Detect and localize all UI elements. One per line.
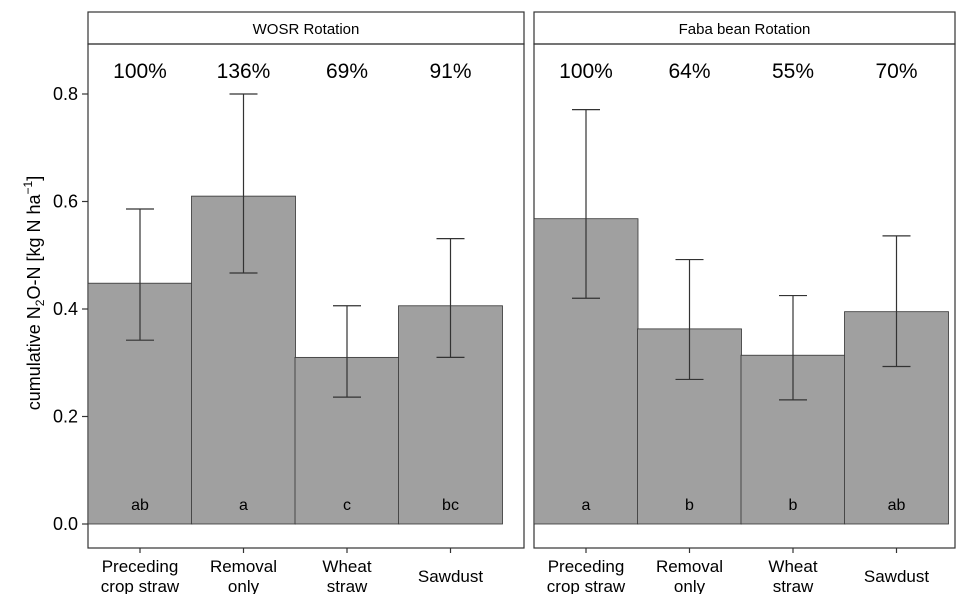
error-bar xyxy=(779,294,807,401)
percent-label: 91% xyxy=(429,60,471,83)
percent-label: 100% xyxy=(113,60,167,83)
error-bar xyxy=(126,208,154,341)
significance-letter: a xyxy=(582,497,591,514)
x-tick-label: Wheat straw xyxy=(322,557,371,594)
error-bar xyxy=(675,258,704,381)
error-bar xyxy=(333,305,361,398)
percent-label: 136% xyxy=(217,60,271,83)
y-tick-label-4: 0.8 xyxy=(53,84,78,104)
significance-letter: bc xyxy=(442,497,459,514)
error-bar xyxy=(882,235,911,368)
y-axis: 0.0 0.2 0.4 0.6 0.8 xyxy=(53,84,88,534)
significance-letter: ab xyxy=(131,497,149,514)
svg-text:cumulative N2O-N [kg N ha−1]: cumulative N2O-N [kg N ha−1] xyxy=(21,176,47,410)
x-tick-label: Removal only xyxy=(210,557,277,594)
significance-letter: b xyxy=(789,497,798,514)
error-bar xyxy=(229,93,258,274)
significance-letter: a xyxy=(239,497,248,514)
error-bar xyxy=(572,108,600,299)
percent-label: 64% xyxy=(668,60,710,83)
x-tick-label: Preceding crop straw xyxy=(101,557,180,594)
panel-title: Faba bean Rotation xyxy=(679,21,811,38)
significance-letter: b xyxy=(685,497,694,514)
panel-1: WOSR Rotation 100% ab Preceding crop straw 13… xyxy=(87,11,525,594)
panel-title: WOSR Rotation xyxy=(253,21,360,38)
x-tick-label: Sawdust xyxy=(864,567,929,586)
y-tick-label-2: 0.4 xyxy=(53,299,78,319)
x-tick-label: Wheat straw xyxy=(768,557,817,594)
percent-label: 69% xyxy=(326,60,368,83)
y-axis-label: cumulative N2O-N [kg N ha−1] xyxy=(21,176,47,410)
panel-strip xyxy=(533,11,956,45)
significance-letter: ab xyxy=(888,497,906,514)
percent-label: 100% xyxy=(559,60,613,83)
panel-2: Faba bean Rotation 100% a Preceding crop str… xyxy=(533,11,956,594)
y-tick-label-1: 0.2 xyxy=(53,407,78,427)
y-tick-label-3: 0.6 xyxy=(53,192,78,212)
x-tick-label: Removal only xyxy=(656,557,723,594)
percent-label: 55% xyxy=(772,60,814,83)
y-tick-label-0: 0.0 xyxy=(53,514,78,534)
panel-strip xyxy=(87,11,525,45)
significance-letter: c xyxy=(343,497,351,514)
x-tick-label: Preceding crop straw xyxy=(547,557,626,594)
x-tick-label: Sawdust xyxy=(418,567,483,586)
percent-label: 70% xyxy=(875,60,917,83)
error-bar xyxy=(436,237,465,358)
